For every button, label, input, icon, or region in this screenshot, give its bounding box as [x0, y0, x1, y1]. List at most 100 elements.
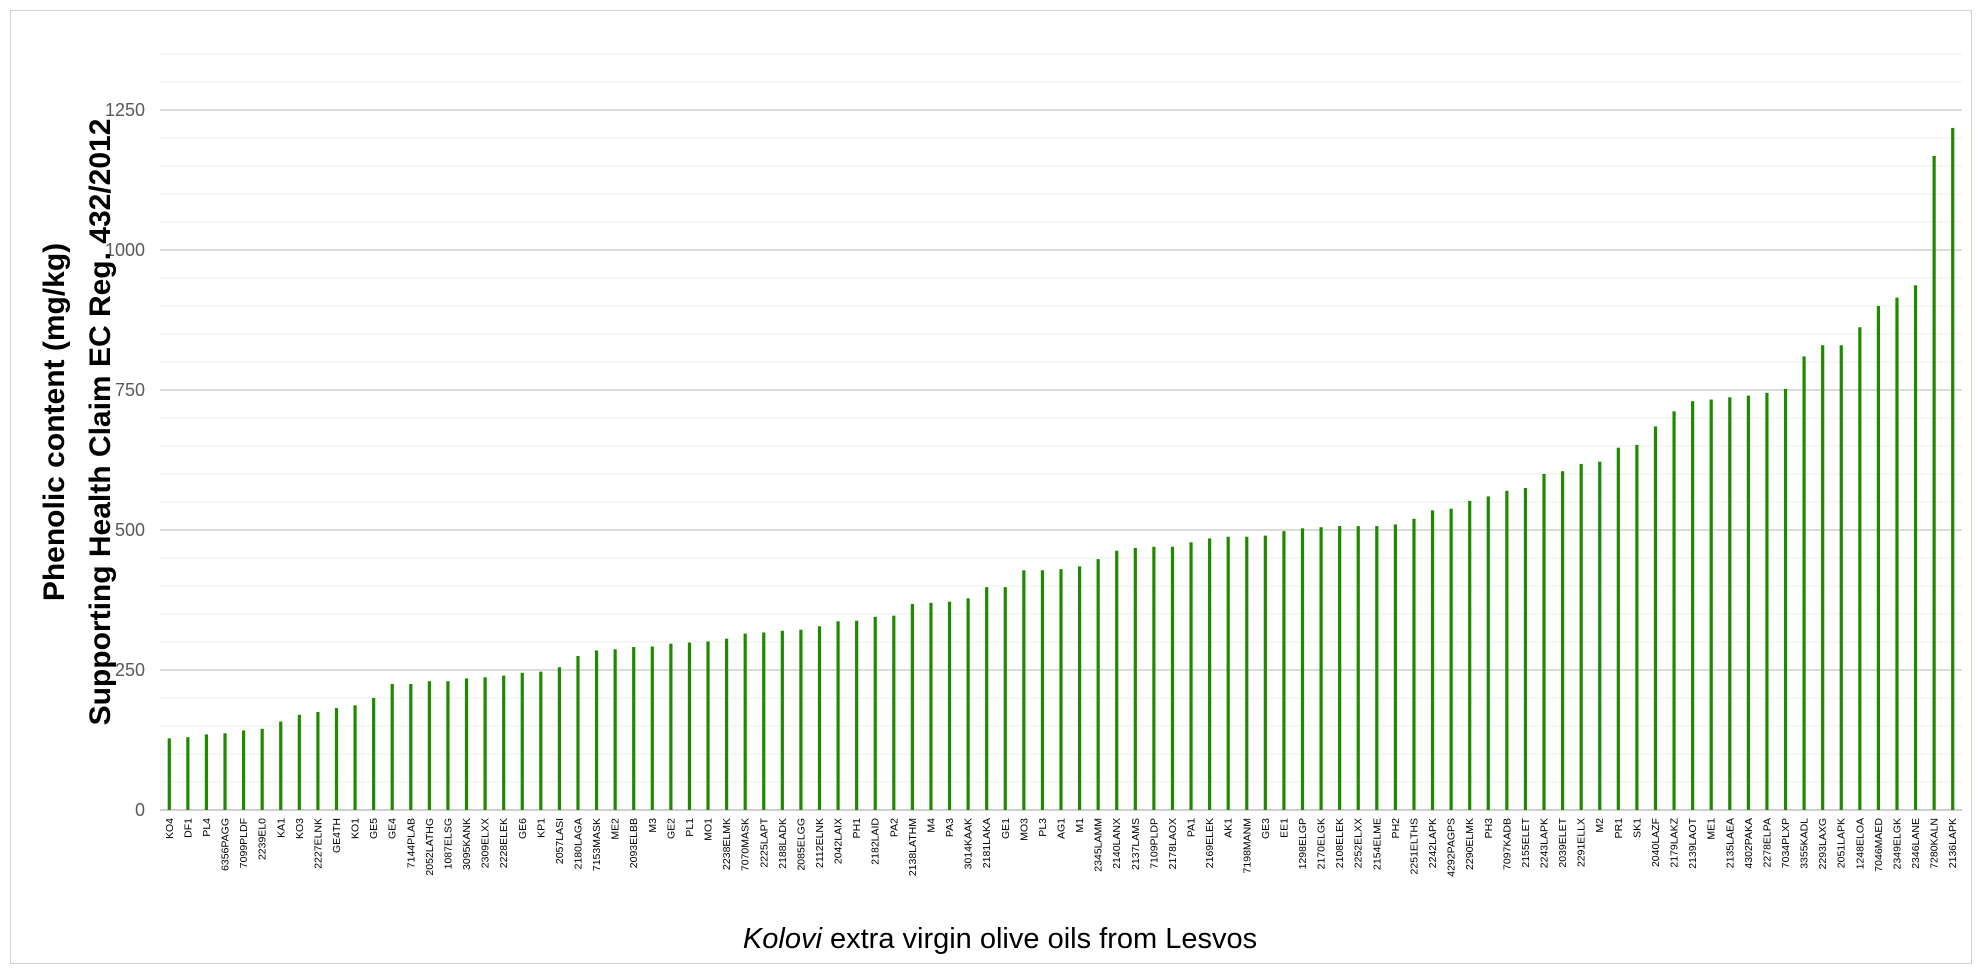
- x-axis-label-italic: Kolovi: [743, 923, 824, 955]
- x-tick-label: 2057LASI: [554, 818, 566, 864]
- bar: [1913, 285, 1918, 810]
- bar: [1505, 490, 1509, 810]
- bar: [520, 672, 524, 810]
- bar: [1003, 587, 1007, 810]
- x-tick-label: 2182LAID: [870, 818, 882, 865]
- x-tick-label: M3: [647, 818, 659, 833]
- x-tick-label: 7198MANM: [1241, 818, 1253, 873]
- bar: [1951, 127, 1955, 811]
- chart-frame: [10, 10, 1972, 964]
- bar: [279, 721, 283, 810]
- x-tick-label: 2112ELNK: [814, 818, 826, 868]
- x-tick-label: 2227ELNK: [312, 818, 324, 869]
- bar: [1430, 510, 1435, 810]
- x-tick-label: PA3: [944, 818, 956, 837]
- x-tick-label: 2309ELXX: [480, 818, 492, 868]
- bar: [1412, 518, 1416, 810]
- bar: [910, 603, 914, 810]
- bar: [1616, 447, 1620, 810]
- x-tick-label: 1298ELGP: [1297, 818, 1309, 869]
- bar: [985, 587, 989, 810]
- x-tick-label: 7109PLDP: [1148, 818, 1160, 869]
- x-tick-label: GE4: [387, 818, 399, 839]
- x-tick-label: PH2: [1390, 818, 1402, 839]
- x-tick-label: EE1: [1278, 818, 1290, 838]
- bar: [409, 684, 413, 810]
- x-tick-label: 2291ELLX: [1576, 818, 1588, 867]
- x-tick-label: PA2: [888, 818, 900, 837]
- bar: [297, 714, 301, 810]
- bar: [502, 675, 506, 810]
- x-tick-label: 7144PLAB: [405, 818, 417, 868]
- x-tick-label: M2: [1594, 818, 1606, 833]
- bar: [1022, 570, 1026, 810]
- bar: [1802, 356, 1806, 810]
- bar: [1300, 528, 1305, 810]
- x-tick-label: PA1: [1186, 818, 1198, 837]
- bar: [1821, 345, 1825, 810]
- bar: [1672, 411, 1676, 810]
- x-tick-label: 7097KADB: [1501, 818, 1513, 870]
- bar: [1691, 401, 1695, 810]
- x-tick-label: 2293LAXG: [1817, 818, 1829, 869]
- x-tick-label: SK1: [1631, 818, 1643, 838]
- x-tick-label: 2278ELPA: [1761, 818, 1773, 867]
- x-tick-label: GE5: [368, 818, 380, 839]
- x-tick-label: KP1: [535, 818, 547, 838]
- y-axis-label-line-1: Phenolic content (mg/kg): [38, 243, 71, 601]
- x-tick-label: 2188LADK: [777, 818, 789, 869]
- bar: [687, 642, 692, 810]
- bar: [1133, 547, 1137, 810]
- x-tick-label: PL3: [1037, 818, 1049, 837]
- bar: [1096, 559, 1100, 810]
- bar: [1839, 345, 1843, 810]
- bar: [1932, 155, 1936, 811]
- bar: [780, 630, 784, 810]
- x-tick-label: 2137LAMS: [1130, 818, 1142, 870]
- bar: [1282, 531, 1286, 810]
- bar: [260, 728, 264, 810]
- bar: [576, 656, 580, 810]
- x-tick-label: MO1: [703, 818, 715, 841]
- bar: [1226, 536, 1230, 810]
- x-tick-label: 2242LAPK: [1427, 818, 1439, 868]
- bar: [1040, 570, 1045, 810]
- x-tick-label: 7280KALN: [1929, 818, 1941, 869]
- bar: [1765, 392, 1769, 810]
- y-tick-label: 0: [135, 800, 145, 820]
- bar: [1115, 550, 1119, 810]
- bar: [966, 598, 970, 810]
- bar: [186, 737, 190, 810]
- bar: [334, 708, 339, 810]
- y-tick-label: 1000: [105, 240, 145, 260]
- x-tick-label: 2181LAKA: [981, 818, 993, 868]
- x-tick-label: M1: [1074, 818, 1086, 833]
- x-tick-label: AG1: [1056, 818, 1068, 839]
- x-tick-label: GE2: [665, 818, 677, 839]
- bar: [725, 638, 729, 810]
- bar: [947, 601, 952, 810]
- x-tick-label: 2051LAPK: [1836, 818, 1848, 868]
- bar: [557, 667, 562, 810]
- bar: [1709, 399, 1713, 810]
- x-tick-label: 4302PAKA: [1743, 818, 1755, 869]
- x-tick-label: 2228ELEK: [498, 818, 510, 868]
- bar: [1653, 426, 1658, 810]
- x-tick-label: 3095KANK: [461, 818, 473, 870]
- x-tick-label: GE6: [517, 818, 529, 839]
- x-tick-label: 2155ELET: [1520, 817, 1532, 867]
- x-tick-label: 7099PLDF: [238, 818, 250, 868]
- bar: [1468, 500, 1472, 810]
- bar: [1728, 397, 1732, 810]
- x-tick-label: KO1: [350, 818, 362, 839]
- x-tick-label: 2225LAPT: [758, 817, 770, 867]
- x-tick-label: 2290ELMK: [1464, 818, 1476, 870]
- bar: [1449, 508, 1453, 810]
- x-tick-label: 2040LAZF: [1650, 818, 1662, 867]
- x-tick-label: 1248ELOA: [1854, 818, 1866, 869]
- x-tick-label: 2238ELMK: [721, 818, 733, 870]
- bar: [167, 738, 171, 810]
- bar: [836, 621, 840, 810]
- x-tick-label: 2136LAPK: [1947, 818, 1959, 868]
- x-tick-label: 2179LAKZ: [1669, 817, 1681, 867]
